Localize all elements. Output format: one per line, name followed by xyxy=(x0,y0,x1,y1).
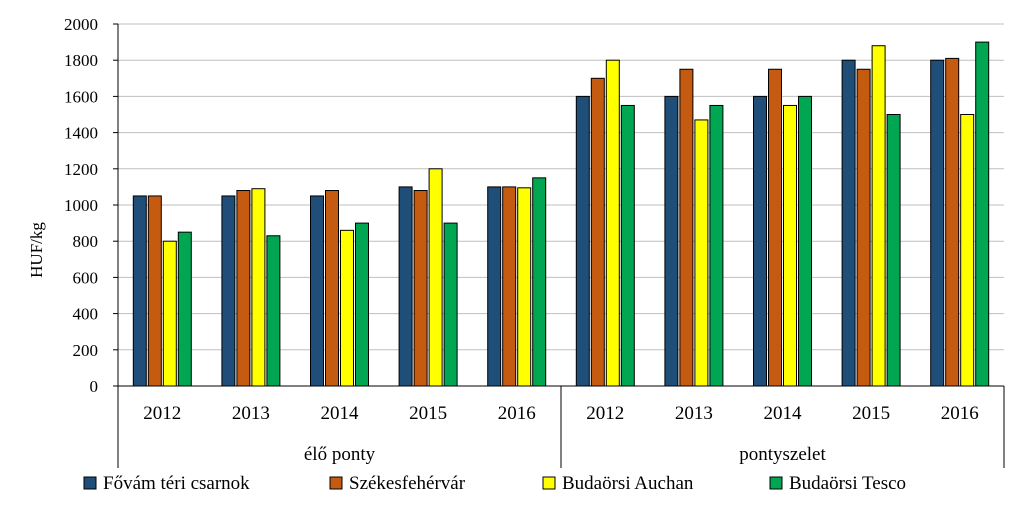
x-tick-label: 2013 xyxy=(232,403,270,424)
bar xyxy=(694,119,709,387)
y-tick-label: 800 xyxy=(73,232,99,251)
bar xyxy=(886,114,901,387)
bar xyxy=(251,188,266,387)
bar xyxy=(340,229,354,387)
x-tick-label: 2014 xyxy=(764,403,803,424)
bar xyxy=(413,190,428,387)
y-axis-label: HUF/kg xyxy=(27,222,46,278)
bar xyxy=(177,231,192,387)
bar xyxy=(162,240,177,387)
y-tick-label: 600 xyxy=(73,268,99,287)
y-tick-label: 1200 xyxy=(64,160,98,179)
legend-swatch xyxy=(329,476,343,490)
legend-label: Székesfehérvár xyxy=(349,473,466,494)
bars xyxy=(132,41,990,387)
y-tick-label: 2000 xyxy=(64,15,98,34)
y-tick-label: 1600 xyxy=(64,87,98,106)
legend-swatch xyxy=(542,476,556,490)
bar xyxy=(310,195,324,387)
x-tick-label: 2014 xyxy=(321,403,360,424)
x-tick-label: 2012 xyxy=(586,403,624,424)
bar xyxy=(605,59,620,387)
bar xyxy=(960,114,975,387)
bar xyxy=(798,95,812,387)
bar xyxy=(325,190,339,387)
legend-swatch xyxy=(83,476,97,490)
bar xyxy=(428,168,443,387)
gridlines xyxy=(118,23,1004,351)
y-tick-label: 1000 xyxy=(64,196,98,215)
x-tick-label: 2015 xyxy=(409,403,447,424)
bar xyxy=(443,222,458,387)
y-tick-label: 1400 xyxy=(64,124,98,143)
bar xyxy=(147,195,162,387)
y-tick-label: 1800 xyxy=(64,51,98,70)
legend-label: Budaörsi Auchan xyxy=(562,473,694,494)
bar xyxy=(502,186,517,387)
legend-label: Fővám téri csarnok xyxy=(103,473,250,494)
bar xyxy=(975,41,990,387)
bar xyxy=(856,68,871,387)
bar xyxy=(768,68,782,387)
bar xyxy=(221,195,236,387)
y-tick-label: 0 xyxy=(90,377,99,396)
x-tick-label: 2015 xyxy=(852,403,890,424)
bar xyxy=(575,95,590,387)
bar xyxy=(355,222,369,387)
bar xyxy=(132,195,147,387)
group-label: pontyszelet xyxy=(739,444,826,465)
bar xyxy=(266,235,281,387)
axes: 0 200 400 600 800 1000 1200 1400 1600 1800 2000 201… xyxy=(64,15,1005,468)
bar xyxy=(620,104,635,387)
y-tick-label: 400 xyxy=(73,305,99,324)
y-tick-label: 200 xyxy=(73,341,99,360)
bar xyxy=(398,186,413,387)
legend-label: Budaörsi Tesco xyxy=(789,473,906,494)
bar xyxy=(517,187,532,387)
group-label: élő ponty xyxy=(304,444,376,465)
bar xyxy=(709,104,724,387)
x-tick-label: 2016 xyxy=(498,403,536,424)
bar xyxy=(532,177,547,387)
x-tick-label: 2013 xyxy=(675,403,713,424)
bar xyxy=(841,59,856,387)
bar xyxy=(871,45,886,387)
bar xyxy=(945,57,960,387)
bar xyxy=(930,59,945,387)
bar xyxy=(753,95,767,387)
bar xyxy=(783,104,797,387)
bar xyxy=(664,95,679,387)
legend-swatch xyxy=(769,476,783,490)
legend: Fővám téri csarnok Székesfehérvár Budaörsi… xyxy=(83,473,906,494)
bar xyxy=(679,68,694,387)
x-tick-label: 2016 xyxy=(941,403,979,424)
bar xyxy=(590,77,605,387)
bar xyxy=(236,190,251,387)
x-tick-label: 2012 xyxy=(143,403,181,424)
bar xyxy=(487,186,502,387)
